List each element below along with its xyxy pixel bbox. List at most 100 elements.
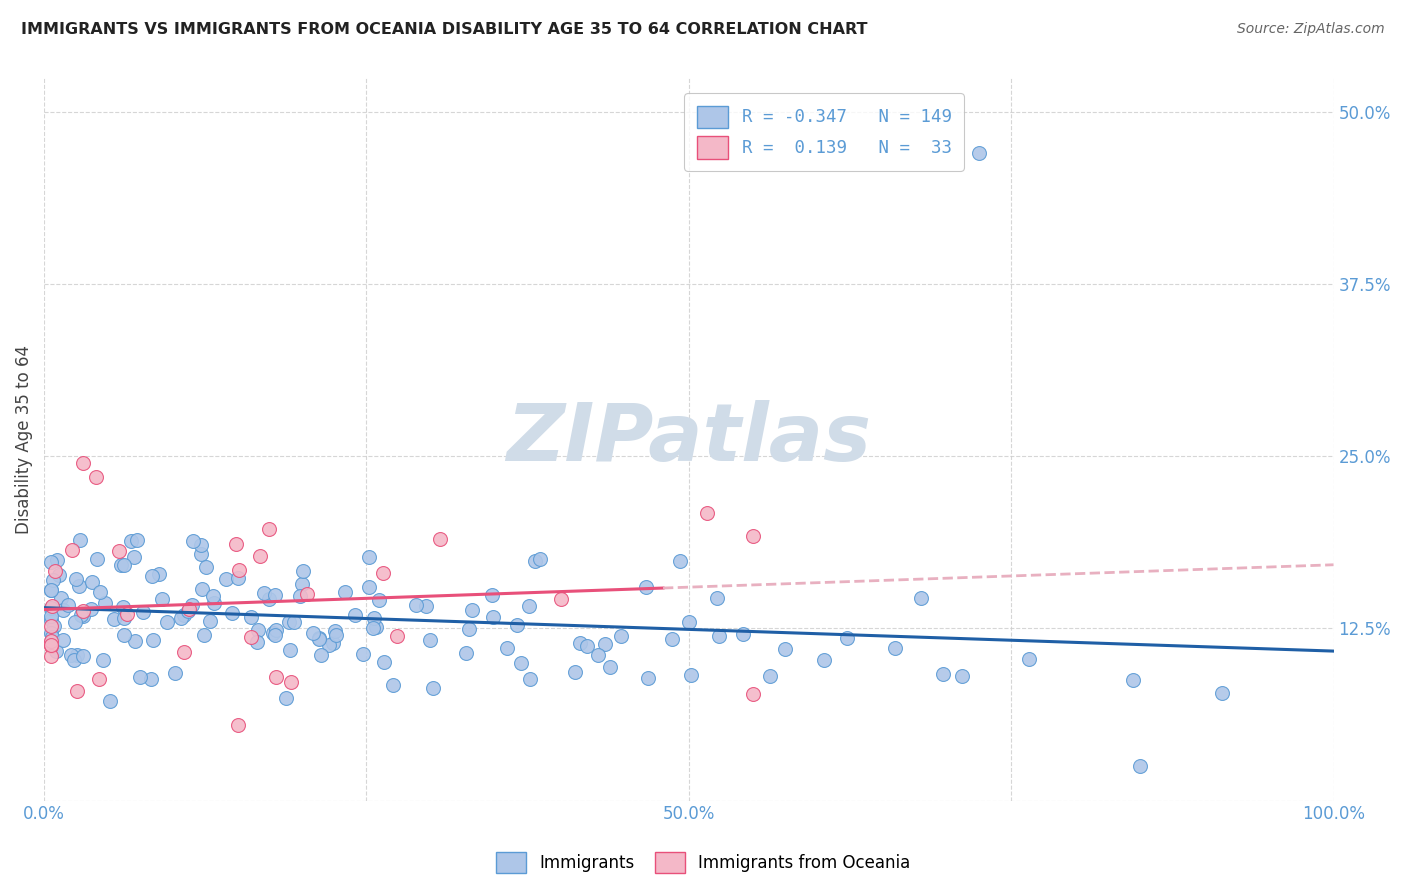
Point [63,615,86,629]
Point [595,637,617,651]
Point [742,687,765,701]
Point [72,608,94,623]
Point [495,640,517,655]
Point [368,593,391,607]
Point [39,613,62,627]
Point [108,544,131,558]
Point [202,596,225,610]
Point [112,558,135,572]
Point [59,648,82,663]
Point [190,547,212,561]
Point [112,610,135,624]
Point [308,631,330,645]
Text: ZIPatlas: ZIPatlas [506,400,872,478]
Point [481,588,503,602]
Point [932,666,955,681]
Point [457,623,479,637]
Point [46,553,69,567]
Point [678,615,700,629]
Point [110,558,132,572]
Point [125,533,148,547]
Point [42,573,65,587]
Point [257,591,280,606]
Point [214,572,236,586]
Point [322,636,344,650]
Point [141,569,163,583]
Point [297,587,319,601]
Point [610,630,633,644]
Point [550,591,572,606]
Point [173,608,195,623]
Point [72,648,94,663]
Point [86,551,108,566]
Point [264,588,287,602]
Point [52,603,75,617]
Point [357,549,380,564]
Point [177,604,200,618]
Point [709,629,731,643]
Legend: Immigrants, Immigrants from Oceania: Immigrants, Immigrants from Oceania [489,846,917,880]
Point [69,533,91,547]
Point [263,628,285,642]
Point [509,656,531,670]
Point [120,534,142,549]
Point [112,628,135,642]
Point [66,684,89,698]
Point [681,667,703,681]
Point [70,608,93,623]
Point [226,718,249,732]
Point [115,607,138,622]
Point [42,619,65,633]
Point [72,604,94,618]
Point [60,543,83,558]
Point [382,678,405,692]
Point [283,615,305,629]
Point [696,507,718,521]
Point [56,598,79,612]
Point [41,599,63,613]
Point [141,672,163,686]
Point [352,647,374,661]
Point [142,632,165,647]
Point [67,579,90,593]
Legend: R = -0.347   N = 149, R =  0.139   N =  33: R = -0.347 N = 149, R = 0.139 N = 33 [685,94,963,171]
Point [884,640,907,655]
Point [148,566,170,581]
Point [80,602,103,616]
Point [98,694,121,708]
Point [225,536,247,550]
Point [311,648,333,663]
Point [240,610,263,624]
Text: Source: ZipAtlas.com: Source: ZipAtlas.com [1237,22,1385,37]
Point [813,653,835,667]
Point [72,456,94,470]
Point [1211,686,1233,700]
Point [482,610,505,624]
Point [87,672,110,686]
Point [529,552,551,566]
Point [429,532,451,546]
Point [103,612,125,626]
Point [517,599,540,613]
Point [177,601,200,615]
Point [277,615,299,629]
Point [39,649,62,664]
Point [247,623,270,637]
Point [373,655,395,669]
Point [183,534,205,549]
Point [66,648,89,663]
Point [422,681,444,695]
Point [201,590,224,604]
Point [371,566,394,580]
Point [259,523,281,537]
Point [39,582,62,597]
Point [65,572,87,586]
Point [385,629,408,643]
Point [39,640,62,654]
Point [239,630,262,644]
Point [575,639,598,653]
Point [39,582,62,597]
Point [274,691,297,706]
Point [39,619,62,633]
Point [418,632,440,647]
